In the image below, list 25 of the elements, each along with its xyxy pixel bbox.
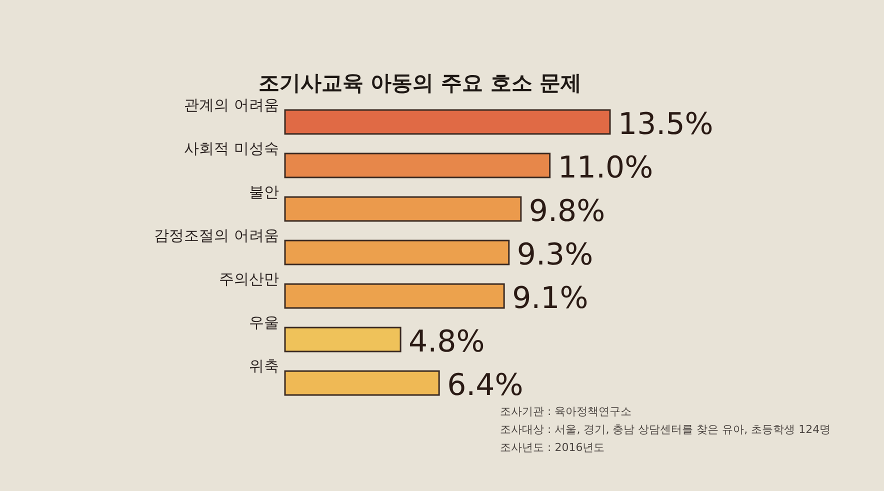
data-label: 9.3%	[516, 238, 594, 272]
y-tick-label: 감정조절의 어려움	[154, 226, 279, 244]
y-tick-label: 주의산만	[219, 270, 279, 288]
y-tick-label: 사회적 미성숙	[184, 139, 279, 158]
bar	[284, 283, 505, 309]
data-label: 9.8%	[528, 194, 606, 229]
text: 조사기관 : 육아정책연구소	[500, 405, 632, 418]
y-tick-label: 우울	[249, 314, 279, 332]
chart-title: 조기사교육 아동의 주요 호소 문제	[258, 71, 582, 95]
bar	[284, 152, 551, 178]
y-tick-label: 관계의 어려움	[184, 96, 279, 114]
y-tick-label: 위축	[249, 357, 279, 376]
data-label: 9.1%	[512, 281, 588, 316]
y-tick-label: 불안	[249, 182, 279, 201]
bar	[284, 240, 510, 266]
data-label: 6.4%	[447, 368, 524, 404]
data-label: 11.0%	[558, 150, 654, 186]
data-label: 13.5%	[618, 106, 714, 142]
text: 조사대상 : 서울, 경기, 충남 상담센터를 찾은 유아, 초등학생 124명	[500, 423, 831, 436]
bar	[284, 109, 611, 135]
data-label: 4.8%	[408, 324, 485, 360]
text: 조사년도 : 2016년도	[500, 441, 605, 454]
bar	[284, 370, 440, 396]
bar	[284, 196, 522, 222]
bar	[284, 326, 402, 352]
